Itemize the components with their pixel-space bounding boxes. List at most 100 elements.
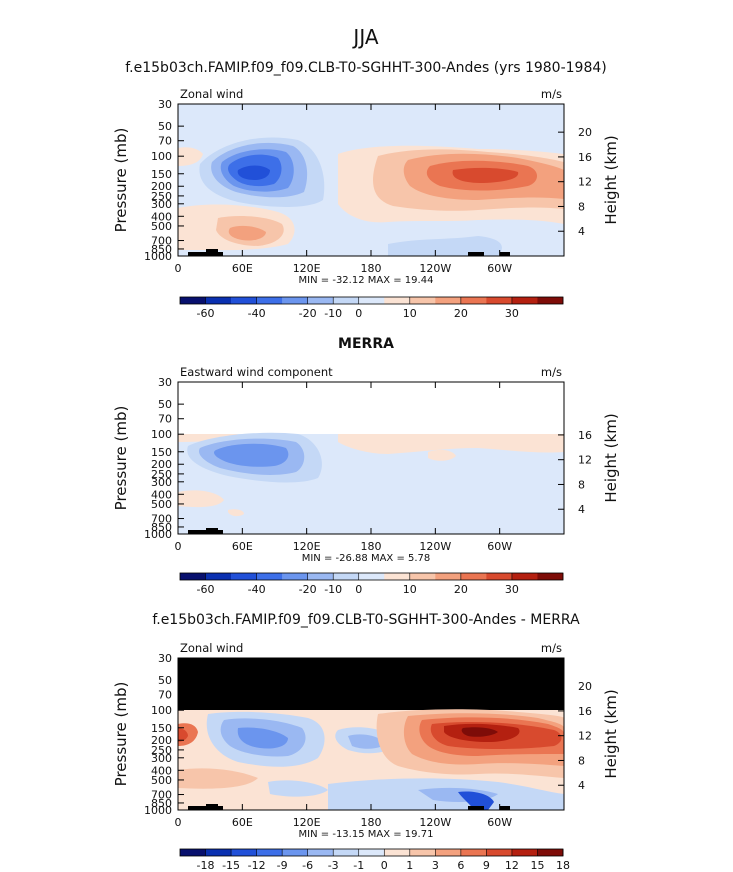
y-tick-label: 150 xyxy=(151,722,172,735)
colorbar-swatch xyxy=(358,849,385,856)
y-tick-label: 1000 xyxy=(144,528,172,541)
y-right-tick-label: 8 xyxy=(578,200,585,213)
contour-field xyxy=(178,382,564,534)
colorbar-swatch xyxy=(511,297,538,304)
y-tick-label: 50 xyxy=(158,120,172,133)
colorbar-swatch xyxy=(460,573,487,580)
colorbar-swatch xyxy=(409,849,436,856)
y-tick-label: 400 xyxy=(151,764,172,777)
contour-field xyxy=(178,658,564,810)
contour-field xyxy=(178,104,564,256)
y-tick-label: 250 xyxy=(151,744,172,757)
y-tick-label: 400 xyxy=(151,488,172,501)
colorbar-swatch xyxy=(307,297,334,304)
colorbar-label: 10 xyxy=(403,583,417,596)
x-tick-label: 120E xyxy=(293,816,321,829)
colorbar-frame xyxy=(179,572,564,581)
x-tick-label: 0 xyxy=(175,262,182,275)
y-tick-label: 500 xyxy=(151,220,172,233)
y-tick-label: 150 xyxy=(151,168,172,181)
colorbar-label: 10 xyxy=(403,307,417,320)
colorbar-label: -18 xyxy=(197,859,215,872)
colorbar-swatch xyxy=(384,573,411,580)
y-right-tick-label: 8 xyxy=(578,478,585,491)
colorbar-label: -60 xyxy=(197,307,215,320)
colorbar-label: 20 xyxy=(454,583,468,596)
min-max-stats: MIN = -13.15 MAX = 19.71 xyxy=(299,829,434,840)
x-tick-label: 120W xyxy=(419,540,451,553)
colorbar-label: -20 xyxy=(299,307,317,320)
colorbar-label: 1 xyxy=(406,859,413,872)
y-axis-right-label: Height (km) xyxy=(602,689,620,778)
y-tick-label: 100 xyxy=(151,150,172,163)
subtitle-right: m/s xyxy=(541,641,562,655)
panel-title: f.e15b03ch.FAMIP.f09_f09.CLB-T0-SGHHT-30… xyxy=(152,612,580,628)
colorbar-swatch xyxy=(537,849,564,856)
y-tick-label: 700 xyxy=(151,513,172,526)
colorbar-label: -40 xyxy=(248,583,266,596)
colorbar-label: -10 xyxy=(324,583,342,596)
colorbar-swatch xyxy=(180,573,206,580)
colorbar-swatch xyxy=(333,849,360,856)
y-tick-label: 70 xyxy=(158,135,172,148)
colorbar-swatch xyxy=(460,849,487,856)
colorbar-swatch xyxy=(486,849,513,856)
x-tick-label: 0 xyxy=(175,540,182,553)
y-right-tick-label: 20 xyxy=(578,680,592,693)
x-tick-label: 60W xyxy=(487,540,512,553)
subtitle-right: m/s xyxy=(541,365,562,379)
colorbar-swatch xyxy=(205,297,232,304)
y-right-tick-label: 12 xyxy=(578,730,592,743)
colorbar-swatch xyxy=(307,573,334,580)
colorbar-label: 12 xyxy=(505,859,519,872)
colorbar-swatch xyxy=(511,849,538,856)
colorbar-swatch xyxy=(435,849,462,856)
y-tick-label: 250 xyxy=(151,468,172,481)
colorbar-label: -12 xyxy=(248,859,266,872)
y-axis-label: Pressure (mb) xyxy=(112,682,130,787)
y-right-tick-label: 12 xyxy=(578,454,592,467)
x-tick-label: 60E xyxy=(232,262,253,275)
colorbar-swatch xyxy=(307,849,334,856)
colorbar-label: 0 xyxy=(381,859,388,872)
y-tick-label: 100 xyxy=(151,428,172,441)
y-right-tick-label: 12 xyxy=(578,176,592,189)
y-tick-label: 1000 xyxy=(144,250,172,263)
y-tick-label: 200 xyxy=(151,180,172,193)
y-axis-right-label: Height (km) xyxy=(602,413,620,502)
colorbar-swatch xyxy=(282,573,308,580)
y-tick-label: 300 xyxy=(151,476,172,489)
y-tick-label: 150 xyxy=(151,446,172,459)
y-axis-label: Pressure (mb) xyxy=(112,406,130,511)
colorbar-swatch xyxy=(231,573,257,580)
min-max-stats: MIN = -32.12 MAX = 19.44 xyxy=(299,275,434,286)
y-tick-label: 250 xyxy=(151,190,172,203)
x-tick-label: 120E xyxy=(293,262,321,275)
colorbar-swatch xyxy=(180,297,206,304)
colorbar-swatch xyxy=(435,573,462,580)
y-tick-label: 1000 xyxy=(144,804,172,817)
colorbar-swatch xyxy=(511,573,538,580)
y-tick-label: 400 xyxy=(151,210,172,223)
colorbar-label: -6 xyxy=(302,859,313,872)
colorbar-swatch xyxy=(333,297,360,304)
y-right-tick-label: 4 xyxy=(578,503,585,516)
colorbar-label: 30 xyxy=(505,307,519,320)
colorbar-swatch xyxy=(384,849,411,856)
x-tick-label: 60W xyxy=(487,262,512,275)
panel-title: MERRA xyxy=(338,336,394,352)
colorbar-label: -20 xyxy=(299,583,317,596)
y-axis-label: Pressure (mb) xyxy=(112,128,130,233)
colorbar-label: 30 xyxy=(505,583,519,596)
y-tick-label: 30 xyxy=(158,98,172,111)
colorbar-label: 6 xyxy=(457,859,464,872)
subtitle-left: Zonal wind xyxy=(180,87,243,101)
colorbar-label: 20 xyxy=(454,307,468,320)
x-tick-label: 120E xyxy=(293,540,321,553)
y-right-tick-label: 4 xyxy=(578,779,585,792)
y-tick-label: 500 xyxy=(151,774,172,787)
y-tick-label: 850 xyxy=(151,243,172,256)
x-tick-label: 180 xyxy=(361,816,382,829)
